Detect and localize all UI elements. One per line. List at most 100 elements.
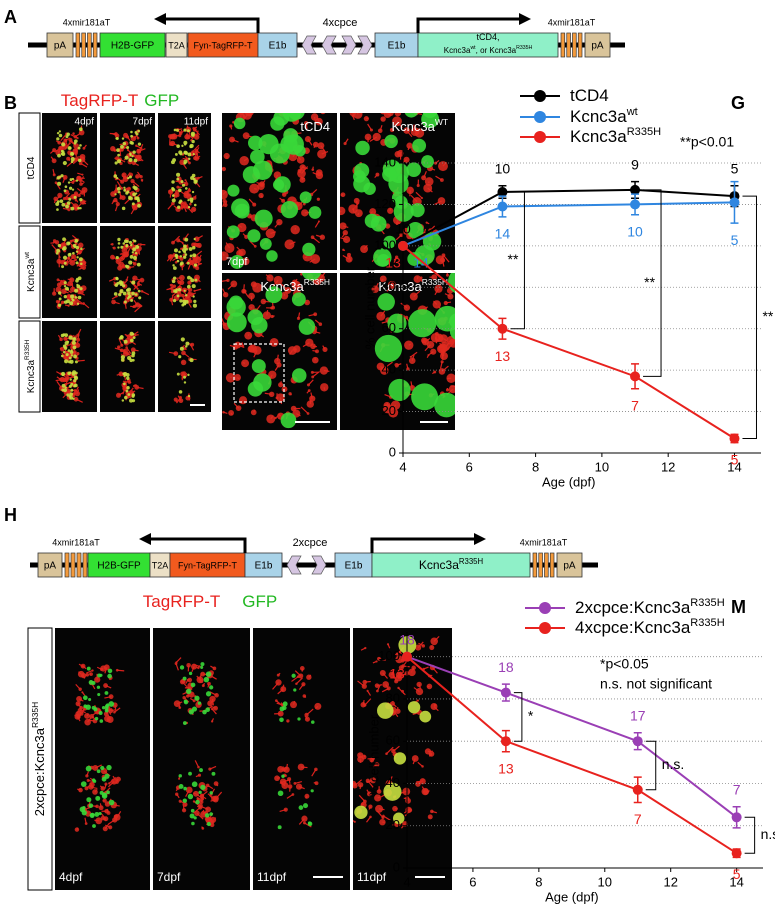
promoter-arrow [416,13,531,33]
enhancer-label: 2xcpce [293,537,328,549]
green-cell [94,716,99,721]
red-cell [311,103,321,113]
construct-label: T2A [152,560,169,570]
green-cell [182,676,187,681]
red-cell [194,156,200,161]
panel-letter: H [4,505,17,525]
n-label: 13 [389,665,405,681]
red-cell [214,693,219,698]
green-cell [132,150,136,154]
red-cell [388,671,395,678]
construct-label: Fyn-TagRFP-T [178,560,238,570]
x-tick-label: 14 [727,459,741,474]
red-cell [363,116,369,122]
red-cell [394,362,399,368]
green-cell [174,254,179,258]
green-cell [194,179,198,183]
green-cell [131,202,135,206]
red-cell [172,284,177,289]
red-cell [187,677,193,683]
green-cell [106,764,112,771]
red-cell [175,661,178,664]
process [192,144,200,153]
red-cell [61,242,66,247]
red-cell [73,135,78,139]
green-cell [205,691,212,697]
green-cell [75,179,79,182]
green-cell [56,200,60,204]
p-note: *p<0.05 [600,656,649,672]
n-label: 18 [498,659,514,675]
green-cell [117,242,121,245]
red-cell [130,347,136,353]
red-cell [104,808,109,814]
red-cell [408,357,416,365]
green-cell [176,144,180,149]
red-cell [374,794,382,802]
green-cell [68,252,72,256]
green-cell [58,297,62,301]
red-cell [132,304,137,309]
red-cell [463,409,471,417]
red-cell [179,159,185,166]
red-cell [416,699,420,702]
red-cell [386,643,390,646]
red-cell [250,409,257,416]
red-cell [250,281,257,288]
red-cell [229,124,233,128]
process [415,191,423,199]
red-cell [63,138,68,143]
panel-letter: M [731,597,746,617]
red-cell [104,782,108,786]
green-cell [99,719,104,723]
stage-label: 7dpf [226,256,248,268]
red-cell [406,186,414,195]
red-cell [136,158,140,162]
red-cell [188,287,193,292]
stain-label: TagRFP-T GFP [61,91,179,110]
construct-element [99,32,166,58]
micrograph [153,628,250,890]
green-cell [56,131,60,135]
green-cell [179,665,185,670]
red-cell [394,113,402,117]
red-cell [103,711,109,717]
red-cell [268,391,275,398]
red-cell [362,679,368,685]
red-cell [467,394,475,402]
red-cell [178,706,182,709]
red-cell [361,754,367,760]
green-cell [393,201,414,222]
red-cell [59,346,65,352]
green-cell [181,183,186,187]
green-cell [74,360,78,364]
green-cell [132,239,135,242]
green-cell [355,140,370,156]
green-cell [63,300,68,304]
green-cell [127,295,131,299]
n-label: 10 [627,223,643,239]
promoter-arrow [154,12,260,33]
red-cell [276,673,280,677]
stain-green: GFP [242,592,277,611]
red-cell [304,793,310,799]
micrograph-content [272,666,322,830]
process [291,676,299,682]
green-cell [282,701,288,707]
green-cell [177,205,181,209]
red-cell [123,132,129,138]
red-cell [433,370,437,374]
green-cell [176,294,180,298]
red-cell [284,286,292,294]
clipped [222,103,337,270]
red-cell [57,192,63,198]
red-cell [277,766,284,773]
red-cell [78,787,83,793]
panel-letter: G [731,93,745,113]
red-cell [116,345,121,349]
green-cell [96,685,101,689]
red-cell [102,826,108,832]
significance-bracket [645,740,657,791]
process [474,293,476,300]
construct-label: E1b [388,41,406,52]
